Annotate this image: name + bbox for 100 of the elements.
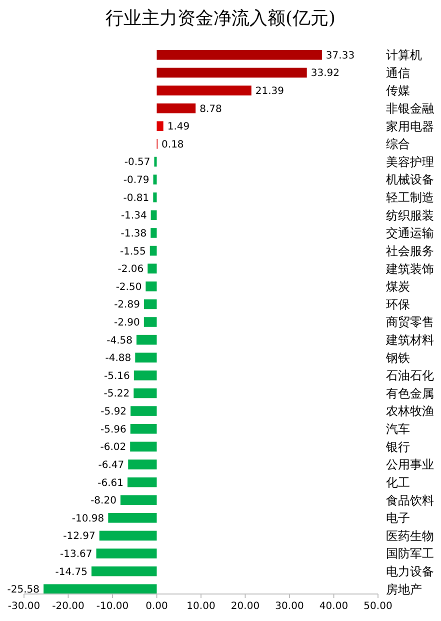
data-label: -2.50 — [116, 282, 142, 293]
y-tick-label: 建筑装饰 — [385, 262, 434, 276]
y-tick-label: 电子 — [386, 511, 410, 526]
y-tick-label: 建筑材料 — [385, 333, 434, 348]
data-label: 21.39 — [255, 86, 284, 98]
y-tick-label: 银行 — [385, 440, 410, 454]
data-label: -0.81 — [123, 192, 150, 204]
data-label: -1.55 — [120, 246, 146, 258]
x-tick-label: 50.00 — [364, 601, 392, 612]
bar — [153, 192, 157, 202]
data-label: -0.57 — [124, 157, 150, 168]
bar — [150, 210, 157, 220]
data-label: -13.67 — [60, 548, 92, 560]
y-tick-label: 综合 — [386, 137, 410, 152]
y-tick-label: 机械设备 — [386, 172, 434, 187]
y-tick-label: 商贸零售 — [386, 315, 434, 330]
x-tick-label: 40.00 — [319, 601, 348, 612]
bar — [108, 512, 157, 523]
bar — [134, 370, 157, 380]
y-tick-label: 家用电器 — [386, 119, 434, 134]
y-tick-label: 煤炭 — [386, 280, 410, 294]
bar — [150, 246, 157, 256]
data-label: -2.90 — [114, 318, 140, 328]
y-tick-label: 美容护理 — [386, 154, 434, 169]
data-label: 37.33 — [326, 50, 355, 62]
bar — [136, 334, 157, 345]
bar — [128, 477, 157, 488]
bar — [154, 156, 157, 167]
y-tick-label: 社会服务 — [386, 244, 434, 258]
bar — [120, 495, 157, 505]
y-tick-label: 公用事业 — [386, 458, 434, 472]
bar — [99, 530, 157, 541]
data-label: -6.02 — [100, 442, 126, 454]
bar — [96, 548, 157, 558]
y-tick-label: 医药生物 — [386, 528, 434, 543]
bar — [153, 174, 157, 184]
y-tick-label: 非银金融 — [386, 102, 434, 116]
data-label: 1.49 — [167, 122, 190, 133]
y-tick-label: 石油石化 — [386, 368, 434, 383]
bar — [156, 121, 164, 132]
data-label: -1.38 — [120, 228, 147, 240]
data-label: -5.96 — [100, 424, 126, 436]
bar — [146, 281, 157, 292]
y-tick-label: 农林牧渔 — [386, 404, 434, 418]
x-tick-label: 10.00 — [186, 601, 216, 612]
bar — [128, 460, 157, 470]
y-tick-label: 有色金属 — [386, 386, 434, 400]
bar — [156, 50, 322, 60]
data-label: -6.47 — [98, 460, 124, 471]
x-tick-label: -30.00 — [8, 601, 40, 612]
data-label: -10.98 — [72, 513, 104, 524]
x-tick-label: -20.00 — [52, 601, 84, 612]
x-tick-label: 0.00 — [146, 601, 168, 612]
data-label: -25.58 — [7, 584, 40, 596]
data-label: 8.78 — [200, 104, 222, 115]
bar — [144, 299, 157, 310]
bar — [156, 103, 196, 114]
y-tick-label: 通信 — [386, 66, 410, 80]
data-label: 33.92 — [310, 68, 340, 80]
bar — [156, 86, 252, 96]
y-tick-label: 纺织服装 — [386, 208, 434, 222]
bar — [150, 228, 157, 238]
data-label: -4.58 — [106, 335, 132, 346]
bar — [134, 388, 157, 398]
data-label: -14.75 — [55, 566, 88, 578]
bar — [130, 442, 157, 452]
bar — [130, 406, 157, 416]
y-tick-label: 轻工制造 — [386, 190, 434, 205]
data-label: -12.97 — [63, 531, 96, 542]
data-label: -1.34 — [120, 210, 147, 222]
x-tick-label: 30.00 — [275, 601, 304, 612]
bar — [135, 352, 157, 363]
data-label: -2.89 — [114, 300, 140, 311]
data-label: -4.88 — [105, 353, 132, 364]
data-label: -5.16 — [104, 370, 130, 382]
y-tick-label: 交通运输 — [386, 226, 434, 240]
bar — [44, 584, 157, 594]
data-label: -5.22 — [104, 388, 130, 400]
y-tick-label: 环保 — [386, 297, 410, 312]
bar — [91, 566, 157, 576]
y-tick-label: 计算机 — [386, 48, 422, 62]
bar — [130, 424, 157, 434]
data-label: -5.92 — [100, 406, 127, 418]
y-tick-label: 食品饮料 — [386, 493, 434, 508]
y-tick-label: 钢铁 — [385, 350, 410, 365]
data-label: -8.20 — [90, 496, 116, 507]
x-tick-label: -10.00 — [96, 601, 129, 612]
y-tick-label: 汽车 — [386, 422, 410, 436]
data-label: -0.79 — [123, 175, 150, 186]
y-tick-label: 化工 — [386, 475, 410, 490]
y-tick-label: 电力设备 — [386, 564, 434, 578]
bar — [144, 317, 157, 327]
data-label: -6.61 — [98, 478, 124, 489]
data-label: -2.06 — [118, 264, 144, 276]
y-tick-label: 传媒 — [386, 84, 410, 98]
chart-title: 行业主力资金净流入额(亿元) — [105, 8, 336, 29]
x-tick-label: 20.00 — [230, 601, 260, 612]
y-tick-label: 房地产 — [386, 582, 422, 596]
data-label: 0.18 — [162, 139, 184, 150]
bar — [148, 264, 157, 274]
